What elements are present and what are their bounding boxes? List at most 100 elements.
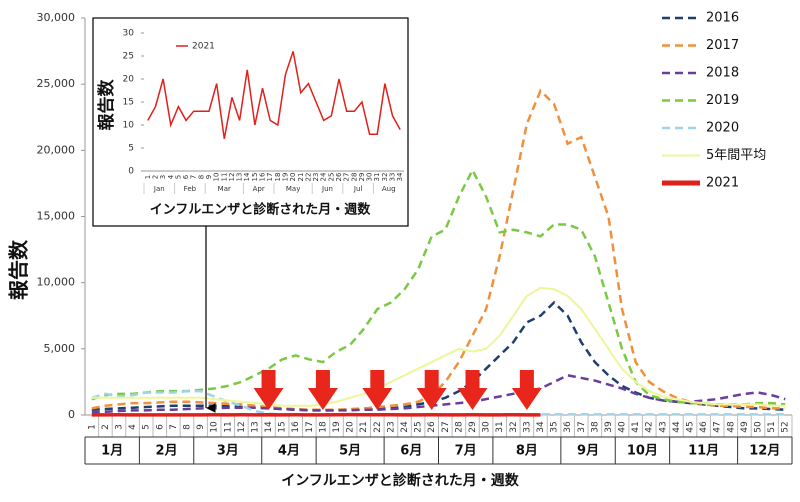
legend-label: 2017 (706, 38, 739, 53)
x-tick-label: 23 (386, 421, 396, 432)
inset-month-label: Mar (218, 185, 231, 193)
inset-y-axis-label: 報告数 (96, 79, 117, 131)
month-label: 6月 (400, 444, 422, 459)
x-tick-label: 49 (740, 421, 750, 433)
x-tick-label: 32 (509, 421, 519, 432)
x-tick-label: 3 (114, 424, 124, 430)
inset-month-label: Jun (321, 185, 333, 193)
x-tick-label: 51 (767, 421, 777, 432)
x-tick-label: 19 (332, 421, 342, 433)
inset-x-tick-label: 24 (320, 172, 328, 181)
x-tick-label: 27 (441, 421, 451, 432)
x-tick-label: 12 (237, 421, 247, 432)
y-tick-label: 5,000 (44, 342, 76, 355)
x-tick-label: 24 (400, 421, 410, 433)
inset-month-label: Jan (153, 185, 165, 193)
month-label: 4月 (278, 444, 300, 459)
month-label: 9月 (577, 444, 599, 459)
inset-x-tick-label: 27 (343, 173, 351, 182)
inset-month-label: Apr (253, 185, 265, 193)
month-label: 12月 (749, 444, 780, 459)
x-tick-label: 21 (359, 421, 369, 432)
inset-x-tick-label: 19 (281, 173, 289, 182)
x-tick-label: 52 (781, 421, 791, 432)
legend-label: 2019 (706, 93, 739, 108)
inset-x-tick-label: 17 (266, 173, 274, 182)
y-tick-label: 15,000 (37, 210, 76, 223)
red-arrow (253, 370, 284, 410)
inset-x-tick-label: 9 (205, 175, 213, 179)
inset-x-tick-label: 28 (350, 173, 358, 182)
x-tick-label: 2 (101, 424, 111, 430)
red-arrow (511, 370, 542, 410)
x-tick-label: 44 (672, 421, 682, 433)
month-label: 3月 (217, 444, 239, 459)
x-tick-label: 22 (373, 421, 383, 432)
series-line (91, 286, 786, 407)
red-arrow (457, 370, 488, 410)
inset-x-tick-label: 33 (389, 173, 397, 182)
inset-x-tick-label: 18 (274, 173, 282, 182)
inset-x-tick-label: 23 (312, 173, 320, 182)
inset-x-tick-label: 6 (182, 174, 190, 179)
inset-x-tick-label: 29 (358, 173, 366, 182)
inset-x-tick-label: 11 (220, 173, 228, 182)
x-tick-label: 30 (482, 421, 492, 433)
x-tick-label: 6 (155, 424, 165, 430)
x-tick-label: 39 (604, 421, 614, 433)
y-tick-label: 30,000 (37, 11, 76, 24)
inset-y-tick-label: 25 (123, 52, 134, 62)
x-tick-label: 43 (658, 421, 668, 432)
y-tick-label: 20,000 (37, 143, 76, 156)
x-tick-label: 25 (414, 421, 424, 432)
legend-label: 2016 (706, 11, 739, 26)
x-tick-label: 14 (264, 421, 274, 433)
inset-x-tick-label: 22 (304, 173, 312, 182)
month-label: 2月 (156, 444, 178, 459)
x-tick-label: 33 (522, 421, 532, 432)
month-label: 5月 (339, 444, 361, 459)
inset-x-tick-label: 26 (335, 172, 343, 181)
y-tick-label: 10,000 (37, 276, 76, 289)
x-tick-label: 16 (291, 421, 301, 433)
month-label: 8月 (516, 444, 538, 459)
x-tick-label: 42 (645, 421, 655, 432)
x-tick-label: 50 (754, 421, 764, 433)
legend-label: 2018 (706, 66, 739, 81)
inset-x-tick-label: 25 (327, 173, 335, 182)
x-tick-label: 26 (427, 421, 437, 433)
x-tick-label: 48 (726, 421, 736, 433)
x-tick-label: 4 (128, 424, 138, 430)
red-arrow (307, 370, 338, 410)
inset-month-label: Jul (353, 185, 363, 193)
inset-x-tick-label: 21 (297, 173, 305, 182)
inset-y-tick-label: 30 (123, 29, 135, 39)
x-tick-label: 28 (454, 421, 464, 433)
x-tick-label: 41 (631, 421, 641, 432)
inset-x-tick-label: 32 (381, 173, 389, 182)
x-tick-label: 1 (87, 424, 97, 430)
month-label: 10月 (627, 444, 658, 459)
x-tick-label: 29 (468, 421, 478, 433)
inset-y-tick-label: 5 (128, 144, 134, 154)
x-tick-label: 8 (182, 424, 192, 430)
inset-x-tick-label: 13 (236, 173, 244, 182)
inset-x-tick-label: 34 (396, 172, 404, 181)
x-tick-label: 45 (686, 421, 696, 432)
inset-x-tick-label: 15 (251, 173, 259, 182)
legend-label: 2020 (706, 121, 739, 136)
main-chart: 0 5,000 10,000 15,000 20,000 25,000 30,000 報告数 1… (7, 11, 793, 489)
inset-y-tick-label: 20 (123, 75, 135, 85)
x-tick-label: 20 (346, 421, 356, 433)
x-axis-label: インフルエンザと診断された月・週数 (281, 472, 520, 489)
x-tick-label: 13 (250, 421, 260, 432)
month-label: 7月 (455, 444, 477, 459)
legend-label: 5年間平均 (706, 148, 766, 163)
x-tick-label: 7 (169, 424, 179, 430)
inset-month-label: Aug (382, 185, 396, 193)
inset-frame (92, 17, 409, 227)
inset-x-tick-label: 2 (151, 175, 159, 179)
inset-x-tick-label: 7 (190, 175, 198, 179)
inset-month-label: May (286, 185, 300, 193)
y-axis-label: 報告数 (7, 239, 31, 300)
